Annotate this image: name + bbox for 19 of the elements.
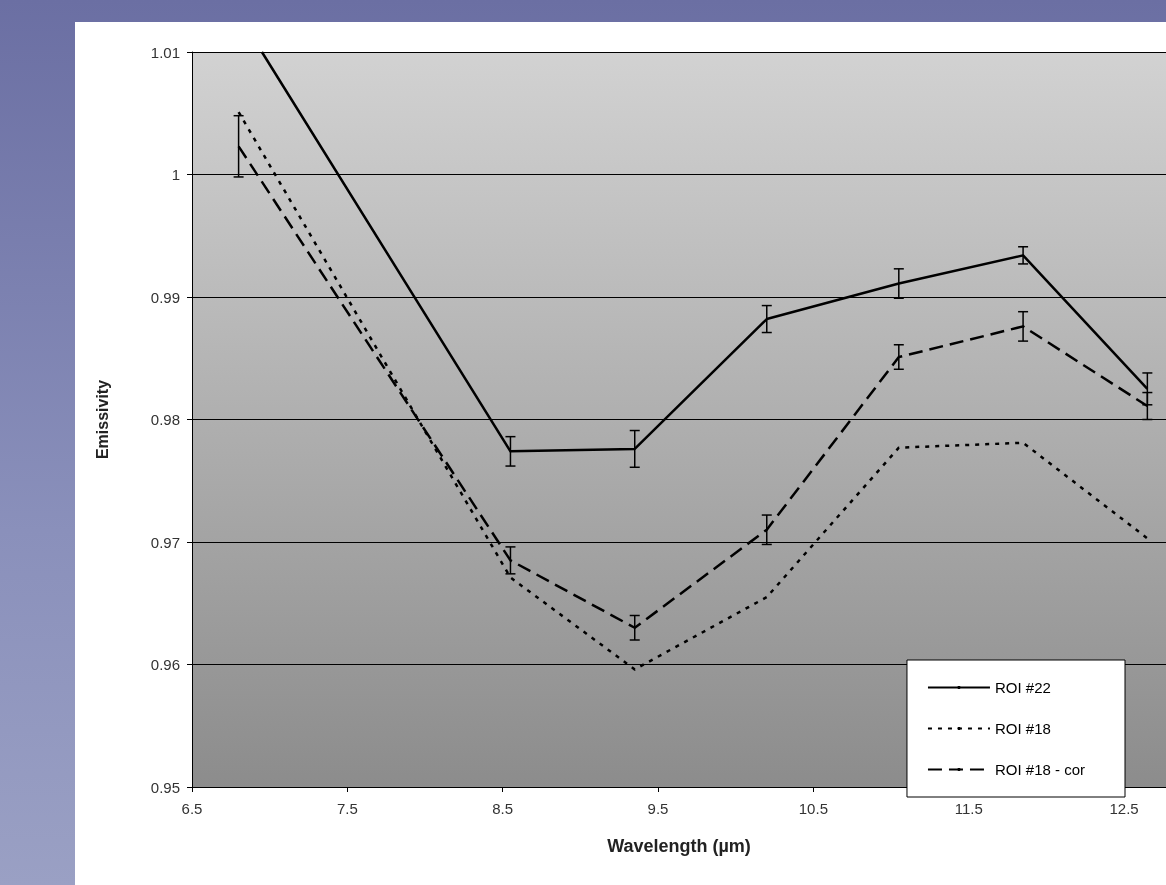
y-tick-label: 0.95 [150,778,180,796]
x-tick-label: 8.5 [492,800,514,817]
x-tick-label: 6.5 [181,800,203,817]
x-tick-label: 9.5 [647,800,669,817]
y-tick-label: 0.98 [150,411,180,428]
y-tick-label: 1 [171,166,180,183]
x-tick-label: 12.5 [1109,800,1139,817]
x-axis-title: Wavelength (µm) [607,836,751,856]
x-tick-label: 10.5 [798,800,828,817]
y-axis-title: Emissivity [93,379,111,460]
y-tick-label: 0.97 [150,533,180,551]
x-tick-label: 7.5 [336,800,358,817]
y-tick-label: 1.01 [150,43,180,61]
y-tick-label: 0.99 [150,288,180,306]
y-tick-label: 0.96 [150,656,180,673]
x-tick-label: 11.5 [954,800,983,817]
legend-label: ROI #18 - cor [994,761,1085,778]
legend-label: ROI #18 [994,720,1051,737]
legend-label: ROI #22 [994,679,1051,696]
